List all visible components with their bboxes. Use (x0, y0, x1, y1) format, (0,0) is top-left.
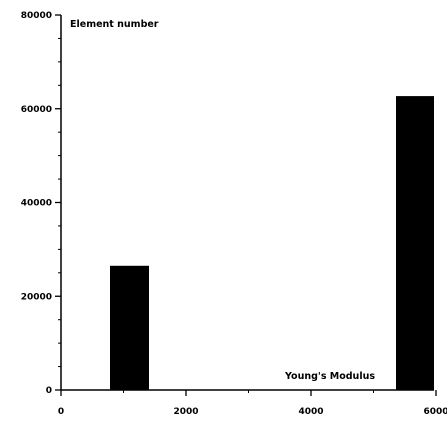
x-tick-label: 0 (58, 407, 64, 417)
x-tick-label: 2000 (173, 407, 198, 417)
y-tick-label: 80000 (21, 11, 52, 21)
x-axis-title: Young's Modulus (284, 371, 375, 382)
histogram-bar (110, 265, 149, 390)
y-tick-label: 20000 (21, 292, 52, 302)
y-tick-label: 40000 (21, 199, 52, 209)
x-tick-label: 6000 (423, 407, 447, 417)
ticks-layer: 0 20000 40000 60000 80000 0 2000 4000 6000 (21, 11, 447, 417)
y-tick-label: 60000 (21, 105, 52, 115)
x-tick-label: 4000 (298, 407, 323, 417)
bars-layer (110, 96, 434, 390)
y-axis-title: Element number (70, 19, 159, 30)
y-tick-label: 0 (46, 386, 52, 396)
histogram-bar (396, 96, 434, 390)
